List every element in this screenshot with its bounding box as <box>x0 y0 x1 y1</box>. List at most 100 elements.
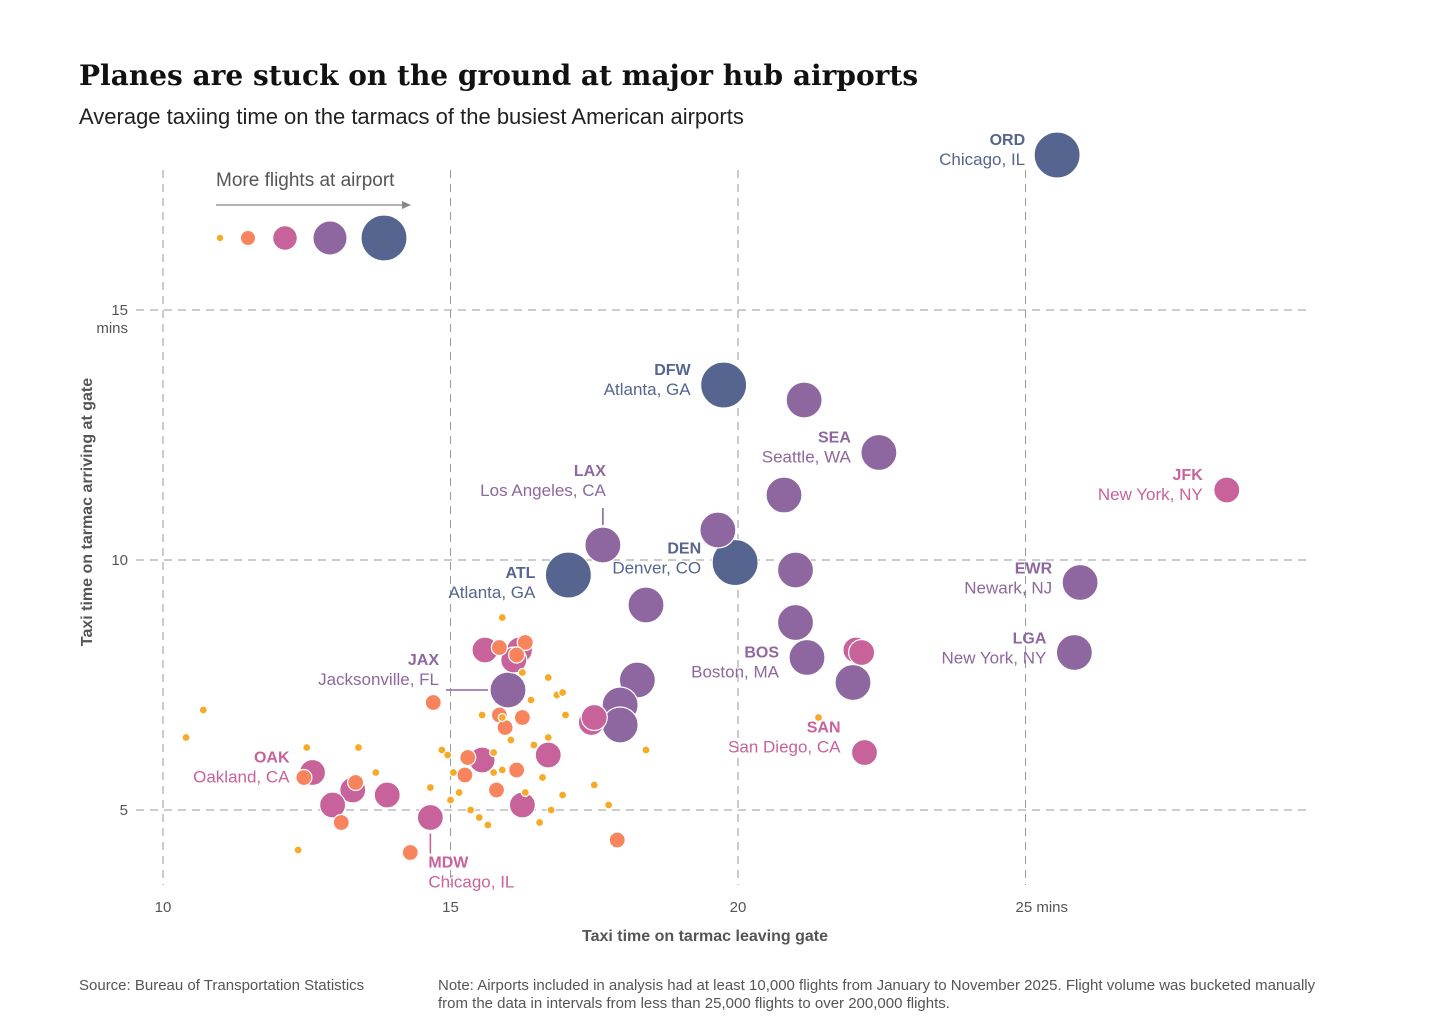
airport-city-label: Chicago, IL <box>939 150 1025 169</box>
source-note: Source: Bureau of Transportation Statist… <box>79 977 364 994</box>
label-leaders <box>429 508 604 854</box>
airport-city-label: New York, NY <box>941 649 1046 668</box>
data-point <box>813 712 824 723</box>
data-point <box>1055 633 1093 672</box>
y-tick-label: 15 <box>111 302 128 319</box>
data-point <box>641 745 651 755</box>
data-point <box>543 672 553 683</box>
airport-code-label: JFK <box>1173 467 1204 484</box>
airport-code-label: OAK <box>254 750 290 767</box>
data-point <box>371 767 381 778</box>
data-point <box>497 765 507 775</box>
airport-code-label: ATL <box>505 565 535 582</box>
legend-title: More flights at airport <box>216 170 395 191</box>
data-point <box>860 433 898 472</box>
legend-dot <box>272 225 298 251</box>
chart-subtitle: Average taxiing time on the tarmacs of t… <box>79 104 744 129</box>
data-point <box>765 476 803 514</box>
data-point <box>483 820 493 830</box>
data-point <box>443 750 453 760</box>
data-point <box>537 772 548 783</box>
data-point <box>508 761 526 779</box>
data-point <box>850 738 879 767</box>
airport-city-label: Newark, NJ <box>964 579 1052 598</box>
data-point <box>848 638 876 667</box>
airport-code-label: BOS <box>744 645 779 662</box>
airport-city-label: Oakland, CA <box>193 768 290 787</box>
data-point <box>424 693 442 712</box>
airport-city-label: San Diego, CA <box>728 738 841 757</box>
x-axis-title: Taxi time on tarmac leaving gate <box>582 928 828 945</box>
airport-code-label: JAX <box>408 652 439 669</box>
data-point <box>295 768 313 787</box>
data-point <box>353 742 364 753</box>
data-point <box>558 687 568 698</box>
data-point <box>543 732 553 743</box>
data-point <box>699 511 737 549</box>
data-point <box>584 526 622 564</box>
data-point <box>437 745 447 755</box>
gridlines <box>136 170 1308 885</box>
data-point <box>580 703 608 732</box>
data-point <box>1213 476 1241 504</box>
airport-city-label: Denver, CO <box>612 559 701 578</box>
x-tick-label: 20 <box>730 899 747 916</box>
data-point <box>785 381 823 419</box>
airport-code-label: MDW <box>428 855 469 872</box>
data-point <box>459 748 477 767</box>
data-point <box>526 695 536 705</box>
x-tick-label: 25 mins <box>1016 899 1069 916</box>
data-point <box>513 708 531 727</box>
data-point <box>601 706 639 744</box>
data-point <box>445 795 456 805</box>
data-point <box>293 845 303 855</box>
airport-code-label: DFW <box>654 362 691 379</box>
data-point <box>1061 563 1099 602</box>
airport-code-label: EWR <box>1015 561 1053 578</box>
data-point <box>604 800 614 810</box>
y-unit-label: mins <box>96 320 128 337</box>
data-point <box>535 817 545 828</box>
airport-city-label: Los Angeles, CA <box>480 481 606 500</box>
data-point <box>198 705 208 715</box>
data-point <box>401 843 419 862</box>
data-point <box>319 791 347 819</box>
footnote-line-1: Note: Airports included in analysis had … <box>438 977 1316 994</box>
airport-city-label: Boston, MA <box>691 663 780 682</box>
data-point <box>425 782 435 793</box>
airport-code-label: LGA <box>1013 631 1047 648</box>
airport-city-label: New York, NY <box>1098 485 1203 504</box>
data-point <box>546 805 556 815</box>
data-point <box>788 638 826 677</box>
data-point <box>506 735 516 745</box>
legend-dot <box>215 233 225 243</box>
data-point <box>332 813 350 832</box>
legend-dot <box>312 220 348 256</box>
data-point <box>373 781 401 809</box>
data-point <box>347 773 365 792</box>
data-point <box>466 805 476 815</box>
data-point <box>489 671 527 709</box>
data-point <box>416 803 444 832</box>
airport-code-label: SEA <box>818 430 851 447</box>
data-point <box>544 551 592 599</box>
airport-city-label: Jacksonville, FL <box>318 670 439 689</box>
legend-dots <box>215 214 408 262</box>
airport-code-label: ORD <box>990 132 1026 149</box>
data-point <box>589 780 599 790</box>
y-tick-label: 10 <box>111 552 128 569</box>
airport-code-label: LAX <box>574 463 606 480</box>
data-point <box>497 712 507 723</box>
data-points <box>181 131 1241 862</box>
airport-code-label: DEN <box>667 541 701 558</box>
data-point <box>1033 131 1081 179</box>
y-axis-title: Taxi time on tarmac arriving at gate <box>79 378 96 646</box>
data-point <box>517 667 527 678</box>
airport-city-label: Seattle, WA <box>762 448 852 467</box>
airport-city-label: Atlanta, GA <box>448 583 536 602</box>
data-point <box>448 767 458 778</box>
legend-arrow-head <box>402 201 411 209</box>
data-point <box>302 742 312 753</box>
